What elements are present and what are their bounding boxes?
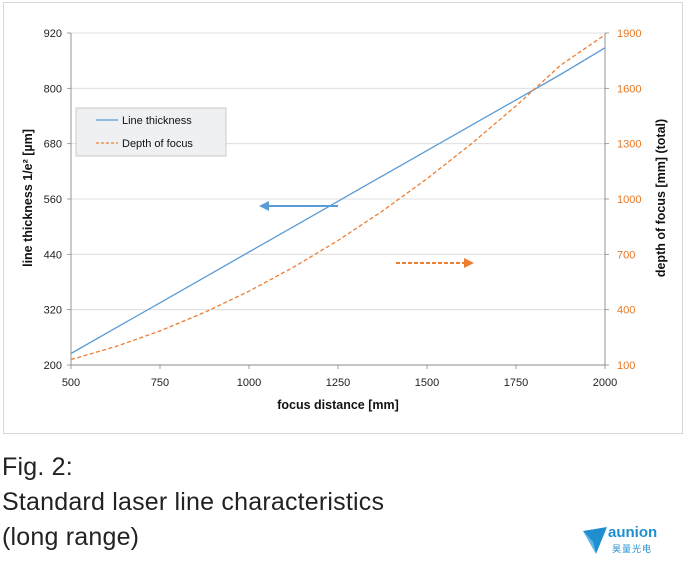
chart-frame [3,2,683,434]
legend-box [75,107,227,157]
series-lines [70,34,606,361]
x-tick-label: 750 [151,377,169,389]
arrow-right-head-icon [464,258,474,268]
right-y-axis-title: depth of focus [mm] (total) [654,119,668,277]
gridlines [71,32,605,366]
caption-line-3: (long range) [2,523,140,551]
right-y-tick-label: 700 [617,249,635,261]
left-y-tick-label: 920 [44,28,62,40]
left-y-axis-title: line thickness 1/e² [µm] [21,129,35,267]
logo-name: aunion [608,524,658,541]
right-y-tick-label: 1900 [617,28,641,40]
x-tick-label: 2000 [593,377,617,389]
right-y-tick-label: 1000 [617,194,641,206]
logo-subtitle: 昊量光电 [612,545,653,555]
series-line-line-thickness [70,47,606,355]
arrow-left-head-icon [259,201,269,211]
x-tick-label: 1500 [415,377,439,389]
left-y-tick-label: 440 [44,249,62,261]
right-y-tick-label: 1300 [617,139,641,151]
legend: Line thickness Depth of focus [75,107,227,157]
figure-caption: Fig. 2: Standard laser line characterist… [2,450,384,555]
logo-arrow-icon [583,527,607,554]
right-y-tick-label: 400 [617,305,635,317]
caption-line-2: Standard laser line characteristics [2,488,385,516]
x-tick-label: 1000 [237,377,261,389]
series-line-depth-of-focus [70,34,606,361]
x-tick-label: 1750 [504,377,528,389]
annotations [259,201,474,268]
x-axis-title: focus distance [mm] [277,398,399,412]
legend-label-depth-of-focus: Depth of focus [122,138,193,150]
left-y-tick-label: 560 [44,194,62,206]
left-y-tick-label: 320 [44,305,62,317]
x-tick-label: 1250 [326,377,350,389]
x-tick-label: 500 [62,377,80,389]
left-y-tick-label: 680 [44,139,62,151]
aunion-logo: aunion 昊量光电 [582,524,682,556]
chart: 200 320 440 560 680 800 920 100 400 700 1000 1300 16… [21,28,668,412]
right-y-tick-label: 100 [617,360,635,372]
left-y-tick-label: 800 [44,83,62,95]
left-y-tick-label: 200 [44,360,62,372]
axes [67,32,609,369]
legend-label-line-thickness: Line thickness [122,115,192,127]
caption-line-1: Fig. 2: [2,453,73,481]
right-y-tick-label: 1600 [617,83,641,95]
tick-labels: 200 320 440 560 680 800 920 100 400 700 1000 1300 16… [44,28,642,389]
